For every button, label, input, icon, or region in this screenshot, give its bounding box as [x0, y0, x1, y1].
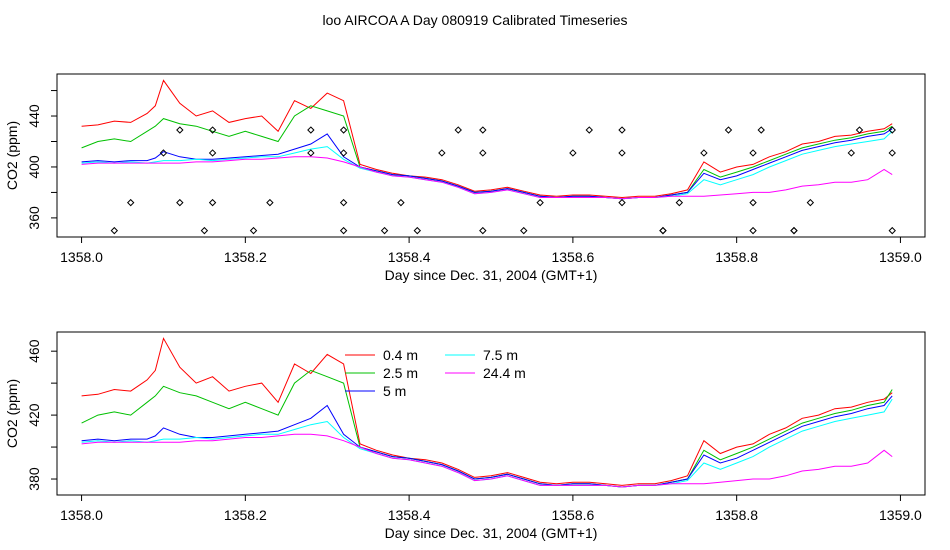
data-point: [675, 198, 684, 207]
series-line-2-5-m: [81, 369, 893, 488]
series-line-7-5-m: [81, 398, 893, 488]
y-tick-label: 440: [26, 104, 42, 128]
data-point: [110, 226, 119, 235]
legend-label: 5 m: [383, 383, 406, 399]
x-tick-label: 1359.0: [879, 507, 922, 523]
data-point: [339, 126, 348, 134]
series-line-24-4-m: [81, 433, 893, 488]
data-point: [266, 198, 274, 207]
data-point: [307, 149, 315, 157]
data-point: [790, 226, 798, 235]
x-tick-label: 1358.8: [715, 249, 758, 265]
data-point: [208, 198, 217, 207]
data-point: [339, 226, 348, 235]
plot-frame: [56, 73, 926, 238]
x-axis-label: Day since Dec. 31, 2004 (GMT+1): [385, 267, 598, 283]
data-point: [659, 226, 667, 235]
data-point: [700, 149, 708, 157]
bottom-panel: 1358.0 1358.2 1358.4 1358.6 1358.8 1359.0 Day …: [4, 331, 926, 541]
data-point: [438, 149, 446, 157]
top-panel: 1358.0 1358.2 1358.4 1358.6 1358.8 1359.0 Day …: [4, 73, 926, 283]
data-point: [749, 198, 757, 207]
data-point: [888, 149, 896, 157]
x-tick-label: 1358.2: [224, 249, 267, 265]
data-point: [249, 226, 258, 235]
data-point: [413, 226, 422, 235]
data-point: [479, 149, 487, 157]
x-tick-label: 1358.2: [224, 507, 267, 523]
data-point: [339, 198, 348, 207]
data-point: [806, 198, 815, 207]
y-tick-label: 380: [26, 467, 42, 491]
data-point: [208, 149, 217, 157]
data-point: [339, 149, 348, 157]
data-point: [724, 126, 733, 134]
data-point: [520, 226, 528, 235]
x-tick-label: 1358.4: [388, 249, 431, 265]
data-point: [618, 149, 626, 157]
data-point: [888, 126, 896, 134]
data-point: [847, 149, 856, 157]
data-point: [618, 198, 626, 207]
series-line-2-5-m: [81, 105, 893, 200]
data-point: [757, 126, 765, 134]
data-point: [176, 198, 184, 207]
legend-label: 24.4 m: [483, 365, 526, 381]
data-point: [855, 126, 864, 134]
series-line-5-m: [81, 128, 893, 200]
plot-frame: [56, 331, 926, 496]
series-line-5-m: [81, 395, 893, 488]
x-axis-label: Day since Dec. 31, 2004 (GMT+1): [385, 525, 598, 541]
data-point: [479, 226, 487, 235]
data-point: [454, 126, 462, 134]
x-tick-label: 1358.6: [551, 507, 594, 523]
data-point: [585, 126, 593, 134]
data-point: [176, 126, 184, 134]
data-point: [126, 198, 135, 207]
legend-label: 0.4 m: [383, 347, 418, 363]
data-point: [790, 226, 798, 235]
y-tick-label: 460: [26, 339, 42, 363]
data-point: [200, 226, 209, 235]
x-tick-label: 1358.0: [60, 249, 103, 265]
data-point: [888, 226, 896, 235]
data-point: [749, 226, 757, 235]
data-point: [208, 126, 217, 134]
x-tick-label: 1358.6: [551, 249, 594, 265]
data-point: [618, 126, 626, 134]
data-point: [307, 126, 315, 134]
data-point: [479, 126, 487, 134]
legend-label: 2.5 m: [383, 365, 418, 381]
data-point: [397, 198, 405, 207]
y-tick-label: 420: [26, 403, 42, 427]
x-tick-label: 1358.0: [60, 507, 103, 523]
data-point: [159, 149, 168, 157]
y-tick-label: 360: [26, 206, 42, 230]
data-point: [749, 149, 757, 157]
x-tick-label: 1359.0: [879, 249, 922, 265]
y-tick-label: 400: [26, 155, 42, 179]
series-line-0-4-m: [81, 337, 893, 486]
legend-label: 7.5 m: [483, 347, 518, 363]
y-axis-label: CO2 (ppm): [4, 379, 20, 448]
series-line-7-5-m: [81, 130, 893, 200]
data-point: [536, 198, 544, 207]
x-tick-label: 1358.4: [388, 507, 431, 523]
series-line-0-4-m: [81, 79, 893, 199]
series-line-24-4-m: [81, 156, 893, 200]
data-point: [380, 226, 389, 235]
data-point: [569, 149, 577, 157]
x-tick-label: 1358.8: [715, 507, 758, 523]
y-axis-label: CO2 (ppm): [4, 121, 20, 190]
chart-title: loo AIRCOA A Day 080919 Calibrated Times…: [322, 12, 628, 28]
data-point: [659, 226, 667, 235]
